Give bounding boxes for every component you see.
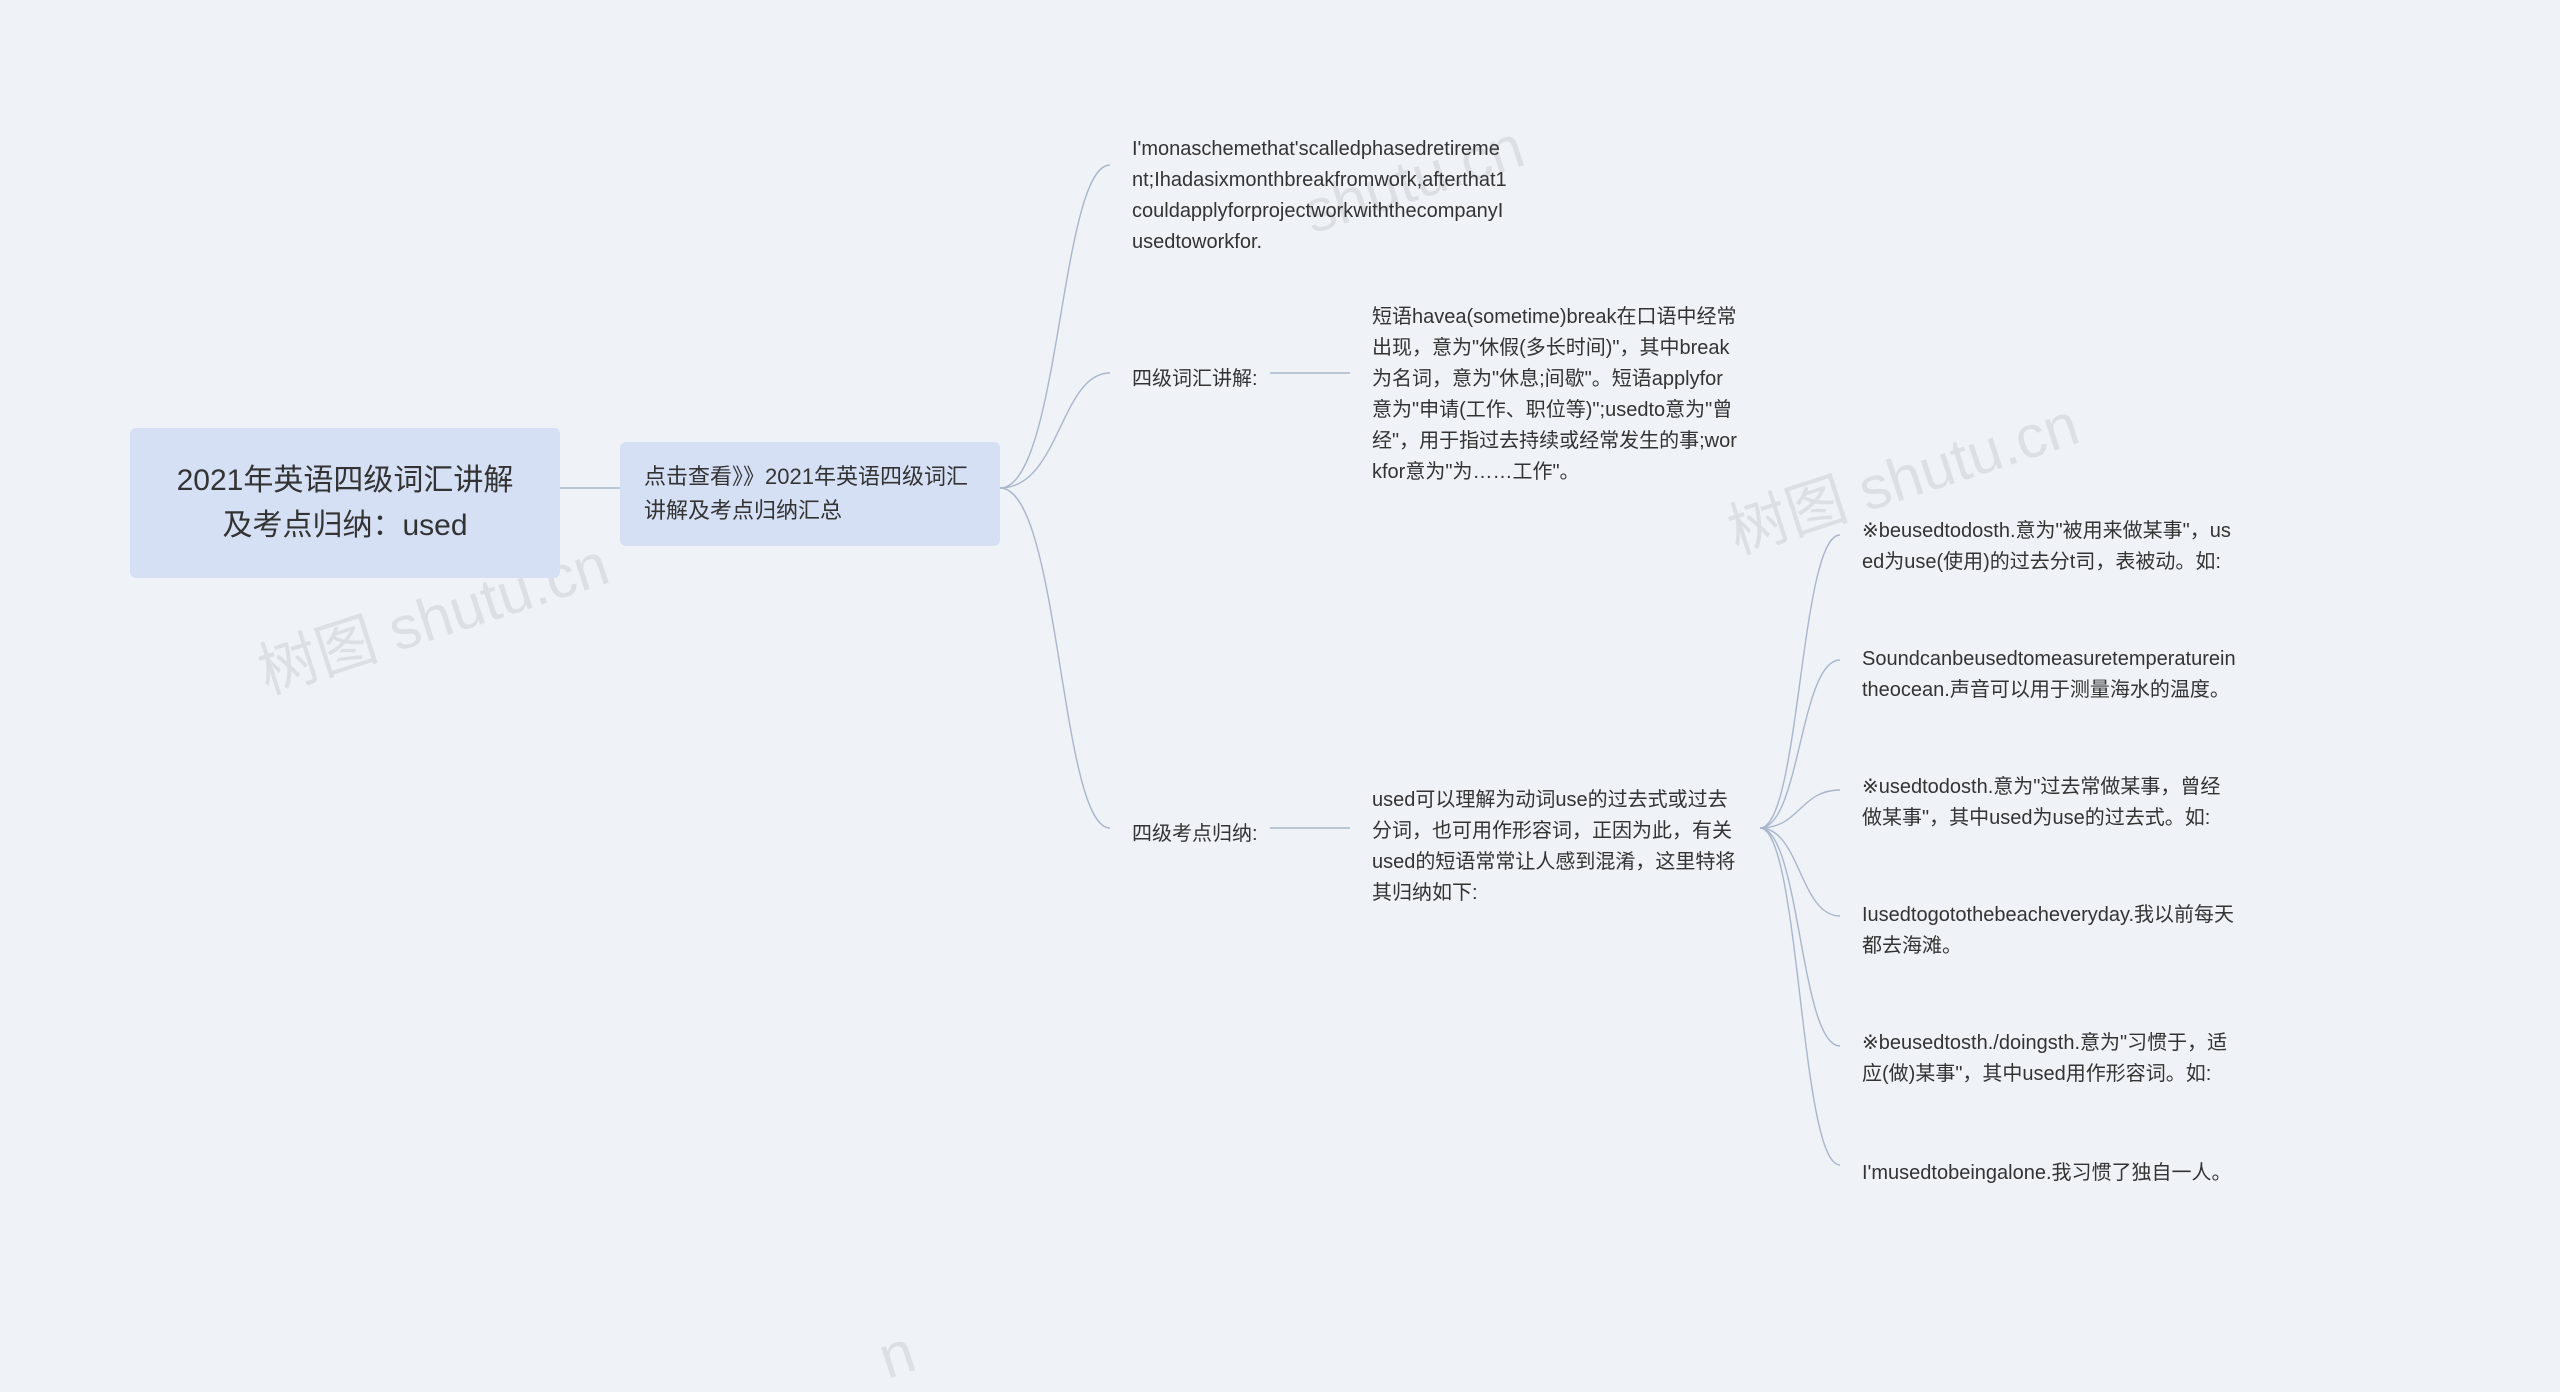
leaf-node: ※beusedtodosth.意为"被用来做某事"，used为use(使用)的过… <box>1840 502 2260 592</box>
explain-body: 短语havea(sometime)break在口语中经常出现，意为"休假(多长时… <box>1350 288 1760 502</box>
leaf-node: Soundcanbeusedtomeasuretemperatureintheo… <box>1840 630 2260 720</box>
points-body: used可以理解为动词use的过去式或过去分词，也可用作形容词，正因为此，有关u… <box>1350 771 1760 923</box>
example-sentence: I'monaschemethat'scalledphasedretirement… <box>1110 120 1530 272</box>
points-label: 四级考点归纳: <box>1110 805 1280 864</box>
leaf-node: Iusedtogotothebeacheveryday.我以前每天都去海滩。 <box>1840 886 2260 976</box>
root-title-line2: 及考点归纳：used <box>164 503 526 548</box>
root-node[interactable]: 2021年英语四级词汇讲解 及考点归纳：used <box>130 428 560 578</box>
level1-node[interactable]: 点击查看》》2021年英语四级词汇 讲解及考点归纳汇总 <box>620 442 1000 546</box>
leaf-node: ※usedtodosth.意为"过去常做某事，曾经做某事"，其中used为use… <box>1840 758 2260 848</box>
level1-line2: 讲解及考点归纳汇总 <box>644 494 976 528</box>
root-title-line1: 2021年英语四级词汇讲解 <box>164 458 526 503</box>
watermark: n <box>870 1317 923 1392</box>
leaf-node: I'musedtobeingalone.我习惯了独自一人。 <box>1840 1144 2260 1203</box>
explain-label: 四级词汇讲解: <box>1110 350 1280 409</box>
level1-line1: 点击查看》》2021年英语四级词汇 <box>644 460 976 494</box>
leaf-node: ※beusedtosth./doingsth.意为"习惯于，适应(做)某事"，其… <box>1840 1014 2260 1104</box>
